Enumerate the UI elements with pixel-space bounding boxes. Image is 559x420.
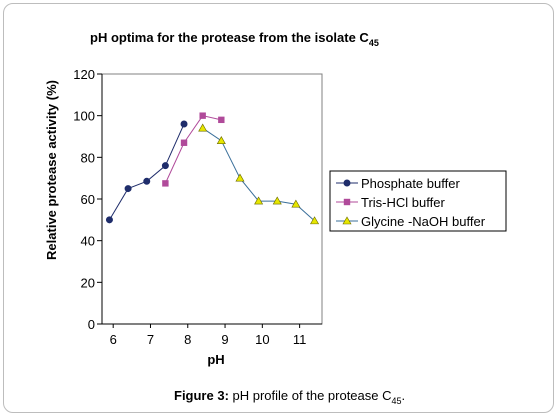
legend-entry: Glycine -NaOH buffer [336, 214, 486, 229]
x-tick-label: 9 [221, 332, 228, 347]
axes: 0 20 40 60 80 100 120 6 7 8 9 10 11 [73, 67, 323, 347]
series-3 [198, 123, 320, 225]
series-layer [105, 112, 320, 225]
data-point [105, 216, 113, 224]
data-point [124, 185, 132, 193]
x-tick-label: 7 [147, 332, 154, 347]
data-point [198, 123, 208, 132]
caption-label: Figure 3: [174, 388, 229, 403]
data-point [143, 177, 151, 185]
data-point [310, 216, 320, 225]
x-tick-label: 8 [184, 332, 191, 347]
y-tick-label: 0 [88, 317, 95, 332]
data-point [235, 173, 245, 182]
caption-subscript: 45 [392, 396, 402, 406]
x-axis-label: pH [207, 352, 224, 367]
y-tick-label: 60 [81, 192, 95, 207]
y-tick-label: 40 [81, 234, 95, 249]
y-tick-label: 20 [81, 275, 95, 290]
plot-area [101, 73, 323, 325]
data-point [161, 162, 169, 170]
caption-suffix: . [402, 388, 406, 403]
chart-frame [3, 3, 554, 413]
y-tick-label: 80 [81, 150, 95, 165]
data-point [180, 139, 188, 146]
series-1 [105, 120, 188, 224]
data-point [291, 199, 301, 208]
figure-caption: Figure 3: pH profile of the protease C45… [174, 388, 405, 406]
legend-marker [343, 179, 351, 187]
legend: Phosphate buffer Tris-HCl buffer Glycine -… [329, 170, 507, 232]
data-point [254, 196, 264, 205]
x-tick-label: 10 [255, 332, 269, 347]
data-point [199, 112, 206, 119]
y-axis-label: Relative protease activity (%) [44, 80, 59, 260]
series-line [164, 115, 222, 184]
series-line [109, 123, 185, 221]
legend-entry: Phosphate buffer [336, 176, 460, 191]
legend-box [329, 170, 507, 232]
caption-text: pH profile of the protease C [229, 388, 392, 403]
legend-marker [342, 216, 352, 225]
legend-label: Phosphate buffer [361, 176, 460, 191]
data-point [216, 136, 226, 144]
y-tick-label: 100 [73, 109, 95, 124]
y-tick-label: 120 [73, 67, 95, 82]
data-point [218, 116, 225, 124]
chart-title: pH optima for the protease from the isol… [90, 30, 379, 48]
series-2 [162, 112, 225, 187]
legend-label: Tris-HCl buffer [361, 195, 445, 210]
data-point [272, 196, 282, 205]
data-point [162, 180, 169, 187]
legend-label: Glycine -NaOH buffer [361, 214, 486, 229]
x-tick-label: 6 [110, 332, 117, 347]
x-tick-label: 11 [293, 332, 307, 347]
legend-entry: Tris-HCl buffer [336, 195, 445, 210]
data-point [180, 120, 188, 128]
legend-marker [343, 198, 351, 206]
